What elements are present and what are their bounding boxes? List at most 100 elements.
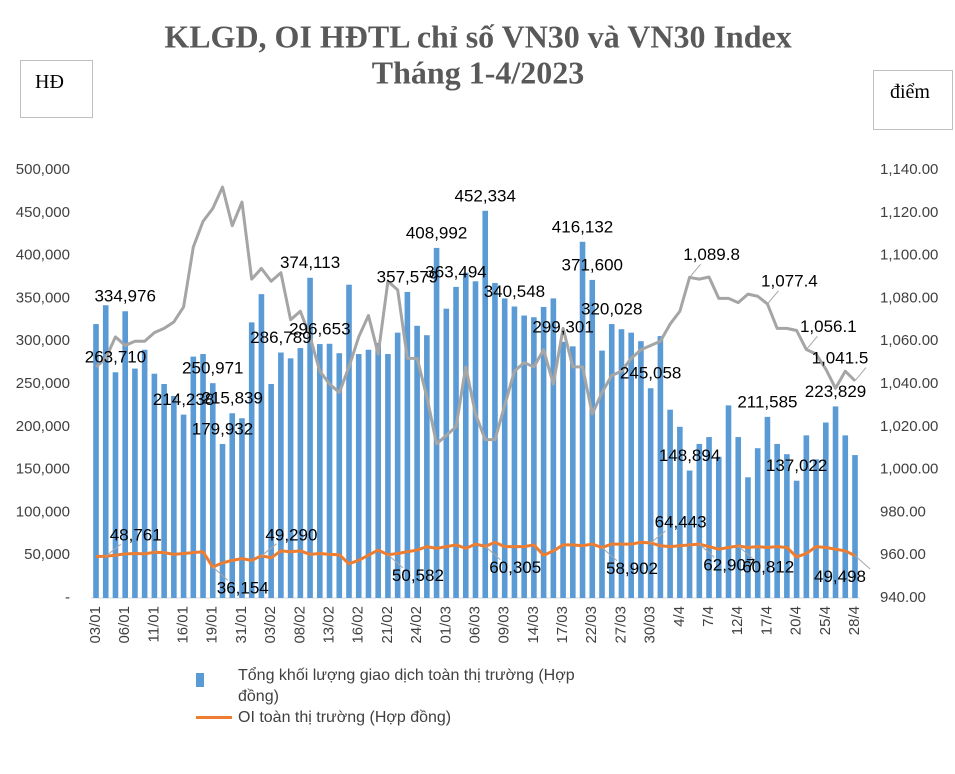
- data-label: 137,022: [766, 456, 827, 475]
- x-tick-label: 11/01: [145, 606, 162, 642]
- data-label: 245,058: [620, 364, 681, 383]
- x-tick-label: 16/01: [175, 606, 192, 644]
- y2-tick-label: 1,020.00: [880, 418, 938, 435]
- x-tick-label: 13/02: [321, 606, 338, 644]
- bar: [355, 354, 362, 598]
- bar: [112, 372, 119, 598]
- bar: [774, 443, 780, 598]
- data-label: 60,812: [742, 557, 794, 576]
- bar: [735, 437, 742, 598]
- bar: [550, 298, 557, 598]
- chart-subtitle: Tháng 1-4/2023: [372, 54, 584, 90]
- x-tick-label: 24/02: [408, 606, 425, 644]
- y-tick-label: 250,000: [16, 375, 70, 392]
- bar: [307, 277, 313, 598]
- x-tick-label: 21/02: [379, 606, 396, 644]
- data-label: 320,028: [581, 300, 642, 319]
- bar: [171, 395, 177, 598]
- leader-line: [484, 546, 501, 560]
- bar: [696, 443, 703, 598]
- x-tick-label: 7/4: [700, 606, 717, 627]
- x-tick-label: 25/4: [817, 606, 834, 635]
- x-tick-label: 12/4: [729, 606, 746, 635]
- data-label: 286,789: [250, 328, 311, 347]
- bar: [521, 315, 527, 598]
- data-label: 1,089.8: [683, 245, 740, 264]
- bar: [122, 311, 128, 598]
- bar: [686, 470, 693, 598]
- data-label: 48,761: [110, 526, 162, 545]
- bar: [579, 241, 586, 598]
- leader-line: [767, 290, 779, 305]
- bar: [219, 443, 226, 598]
- leader-line: [387, 554, 404, 569]
- data-label: 1,056.1: [800, 317, 857, 336]
- x-tick-label: 17/03: [554, 606, 571, 644]
- bar: [842, 435, 849, 598]
- chart-title: KLGD, OI HĐTL chỉ số VN30 và VN30 Index: [164, 18, 791, 54]
- data-label: 179,932: [192, 419, 253, 438]
- line: [95, 540, 856, 569]
- data-label: 223,829: [805, 382, 866, 401]
- bar: [472, 281, 479, 598]
- x-tick-label: 08/02: [291, 606, 308, 644]
- bar: [793, 480, 800, 598]
- bar: [326, 343, 333, 598]
- bar: [540, 306, 547, 598]
- data-label: 363,494: [425, 262, 486, 281]
- data-label: 1,077.4: [761, 271, 818, 290]
- bar: [248, 322, 255, 598]
- bar: [404, 291, 411, 598]
- bar: [93, 324, 99, 598]
- y-tick-label: 100,000: [16, 503, 70, 520]
- x-tick-label: 28/4: [846, 606, 863, 635]
- y2-tick-label: 1,060.00: [880, 332, 938, 349]
- bar: [190, 356, 197, 598]
- bar: [813, 459, 819, 598]
- leader-line: [601, 547, 618, 562]
- data-label: 408,992: [406, 223, 467, 242]
- leader-line: [854, 555, 871, 570]
- bar: [706, 437, 712, 598]
- y-tick-label: 500,000: [16, 161, 70, 178]
- bar: [239, 418, 245, 598]
- bar: [462, 272, 469, 598]
- bar: [268, 384, 274, 598]
- leader-line: [854, 367, 867, 382]
- bar: [278, 352, 284, 598]
- bar: [336, 353, 343, 598]
- bar: [745, 477, 751, 598]
- data-label: 50,582: [392, 566, 444, 585]
- bar: [560, 341, 566, 598]
- x-tick-label: 03/01: [87, 606, 104, 644]
- bar: [667, 409, 673, 598]
- y2-tick-label: 1,140.00: [880, 161, 938, 178]
- x-tick-label: 09/03: [496, 606, 513, 644]
- bar: [433, 247, 440, 599]
- legend-label: Tổng khối lượng giao dịch toàn thị trườn…: [238, 667, 575, 705]
- y-tick-label: 450,000: [16, 204, 70, 221]
- bar: [141, 349, 148, 598]
- data-label: 357,579: [377, 267, 438, 286]
- bar: [647, 388, 654, 598]
- bar: [531, 317, 537, 598]
- bar: [482, 210, 489, 598]
- x-tick-label: 31/01: [233, 606, 250, 644]
- legend-label: OI toàn thị trường (Hợp đồng): [238, 709, 452, 726]
- leader-line: [212, 566, 229, 581]
- bar: [287, 358, 294, 598]
- y2-tick-label: 980.00: [880, 503, 926, 520]
- y-tick-label: 200,000: [16, 418, 70, 435]
- x-tick-label: 16/02: [350, 606, 367, 644]
- bar: [784, 454, 790, 598]
- y2-tick-label: 1,080.00: [880, 289, 938, 306]
- bar: [443, 308, 450, 598]
- y2-tick-label: 1,000.00: [880, 461, 938, 478]
- x-tick-label: 06/01: [116, 606, 133, 644]
- y2-tick-label: 1,040.00: [880, 375, 938, 392]
- data-label: 340,548: [484, 282, 545, 301]
- data-label: 211,585: [737, 392, 797, 411]
- data-label: 299,301: [532, 317, 593, 336]
- data-label: 60,305: [489, 558, 541, 577]
